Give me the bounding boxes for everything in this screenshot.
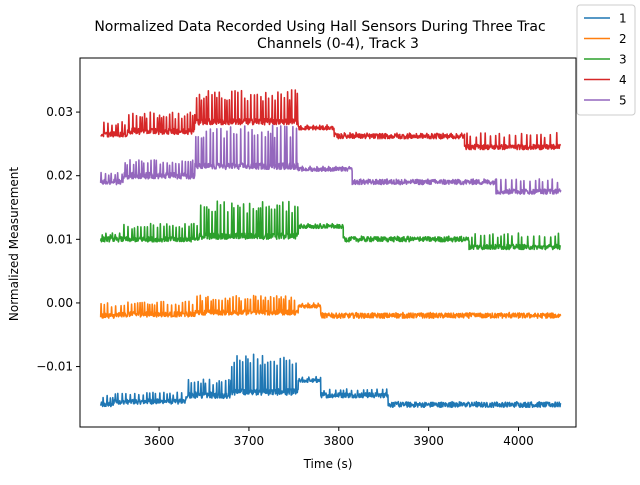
x-tick-label: 3700: [234, 434, 265, 448]
series-line-2: [99, 294, 562, 320]
legend-label-3: 3: [619, 53, 627, 67]
legend-label-2: 2: [619, 32, 627, 46]
x-axis-label: Time (s): [303, 457, 353, 471]
plot-area: [99, 89, 562, 409]
plot-frame: [79, 57, 577, 428]
axes: 3600 3700 3800 3900 4000 −0.01 0.00 0.01 0.02 0.0…: [36, 57, 577, 448]
y-axis-label: Normalized Measurement: [7, 167, 21, 322]
x-tick-label: 3600: [144, 434, 175, 448]
y-tick-label: 0.01: [46, 232, 73, 246]
series-line-3: [99, 200, 562, 251]
x-tick-label: 4000: [503, 434, 534, 448]
legend-label-1: 1: [619, 12, 627, 26]
y-tick-label: 0.00: [46, 296, 73, 310]
x-tick-label: 3900: [413, 434, 444, 448]
legend-label-5: 5: [619, 94, 627, 108]
series-line-4: [100, 89, 562, 151]
chart-title: Normalized Data Recorded Using Hall Sens…: [94, 19, 545, 35]
series-line-5: [99, 124, 562, 195]
chart-subtitle: Channels (0-4), Track 3: [257, 36, 419, 52]
legend-box: [576, 4, 636, 116]
series-line-1: [99, 353, 562, 409]
y-tick-label: 0.03: [46, 105, 73, 119]
y-tick-label: 0.02: [46, 169, 73, 183]
legend: 1 2 3 4 5: [576, 4, 636, 116]
y-tick-label: −0.01: [36, 360, 73, 374]
legend-label-4: 4: [619, 73, 627, 87]
x-tick-label: 3800: [324, 434, 355, 448]
